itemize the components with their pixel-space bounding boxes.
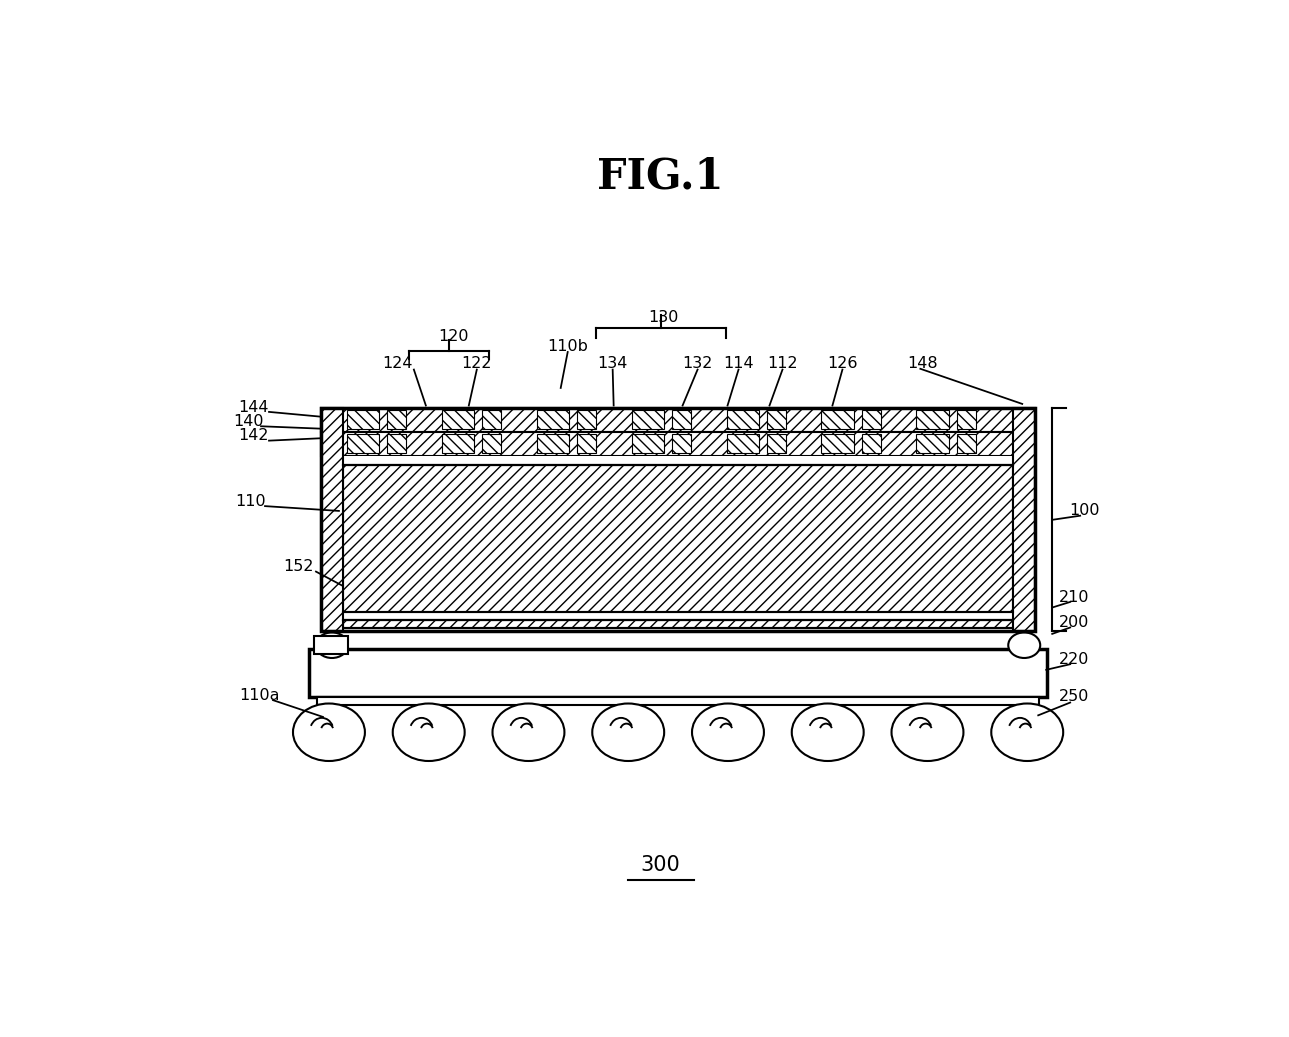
- Bar: [632, 435, 664, 452]
- Circle shape: [991, 703, 1063, 761]
- Bar: [767, 435, 786, 452]
- Circle shape: [316, 633, 348, 658]
- Bar: [916, 411, 949, 428]
- Text: 142: 142: [237, 428, 268, 444]
- Bar: [767, 411, 786, 428]
- Text: 112: 112: [767, 357, 798, 371]
- Circle shape: [293, 703, 365, 761]
- Bar: [347, 435, 379, 452]
- Bar: [321, 408, 343, 632]
- Text: 132: 132: [682, 357, 713, 371]
- Circle shape: [393, 703, 464, 761]
- Bar: [956, 435, 976, 452]
- Bar: [956, 411, 976, 428]
- Bar: [862, 435, 880, 452]
- Text: 110b: 110b: [548, 339, 588, 354]
- Text: 140: 140: [233, 414, 263, 429]
- Bar: [321, 408, 1035, 431]
- Text: FIG.1: FIG.1: [597, 156, 724, 197]
- Text: 126: 126: [828, 357, 857, 371]
- Text: 250: 250: [1060, 690, 1089, 704]
- Text: 110a: 110a: [238, 688, 280, 703]
- Text: 300: 300: [641, 856, 681, 875]
- Bar: [1013, 408, 1035, 632]
- Bar: [321, 431, 1035, 456]
- Bar: [727, 435, 759, 452]
- Bar: [343, 620, 1013, 628]
- Text: 200: 200: [1060, 615, 1089, 630]
- Text: 144: 144: [237, 399, 268, 415]
- Circle shape: [1008, 633, 1040, 658]
- Bar: [343, 456, 1013, 466]
- Bar: [672, 435, 691, 452]
- Bar: [387, 411, 406, 428]
- Bar: [387, 435, 406, 452]
- Bar: [536, 411, 570, 428]
- Bar: [577, 435, 596, 452]
- Bar: [821, 435, 853, 452]
- Bar: [632, 411, 664, 428]
- Bar: [442, 435, 474, 452]
- Text: 220: 220: [1060, 652, 1089, 667]
- Bar: [916, 435, 949, 452]
- Text: 100: 100: [1069, 503, 1100, 518]
- Bar: [536, 435, 570, 452]
- Bar: [672, 411, 691, 428]
- Bar: [347, 411, 379, 428]
- Circle shape: [592, 703, 664, 761]
- Bar: [577, 411, 596, 428]
- Circle shape: [692, 703, 764, 761]
- Text: 122: 122: [461, 357, 492, 371]
- Bar: [343, 466, 1013, 612]
- Text: 114: 114: [723, 357, 754, 371]
- Bar: [317, 697, 1039, 705]
- Circle shape: [492, 703, 565, 761]
- Text: 110: 110: [236, 494, 267, 509]
- Bar: [315, 637, 348, 654]
- Text: 124: 124: [383, 357, 414, 371]
- Bar: [482, 411, 501, 428]
- Bar: [321, 408, 1035, 632]
- Bar: [442, 411, 474, 428]
- Bar: [343, 612, 1013, 620]
- Circle shape: [892, 703, 963, 761]
- Text: 210: 210: [1060, 590, 1089, 605]
- Circle shape: [791, 703, 864, 761]
- Bar: [482, 435, 501, 452]
- Text: 134: 134: [598, 357, 628, 371]
- Text: 120: 120: [438, 329, 469, 343]
- Bar: [862, 411, 880, 428]
- Bar: [727, 411, 759, 428]
- Text: 148: 148: [907, 357, 937, 371]
- Text: 152: 152: [284, 559, 315, 574]
- Text: 130: 130: [648, 310, 679, 326]
- Bar: [821, 411, 853, 428]
- Bar: [309, 649, 1047, 697]
